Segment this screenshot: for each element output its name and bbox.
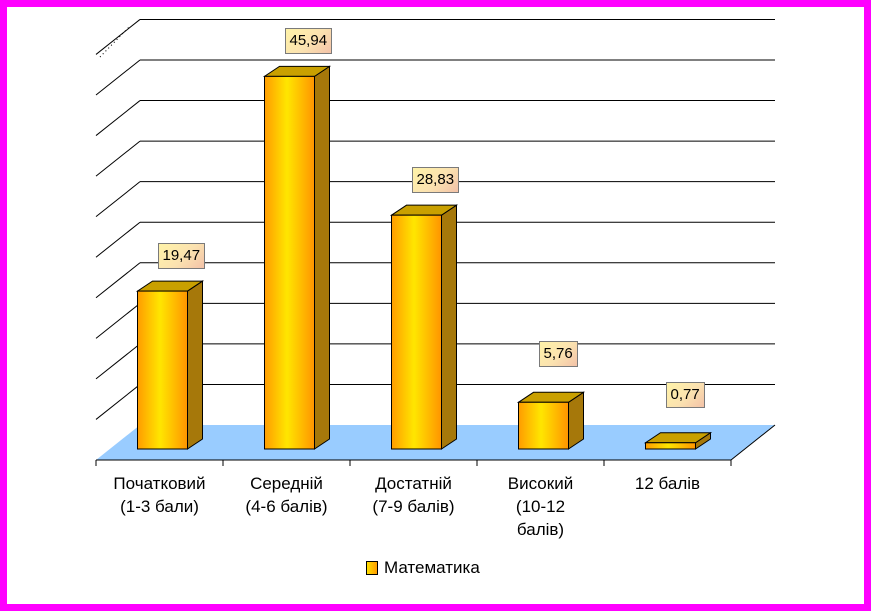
- side-gridline: [95, 181, 141, 218]
- bar: [135, 280, 205, 450]
- bar: [643, 431, 713, 450]
- x-tick-label: Високий (10-12 балів): [507, 474, 574, 539]
- legend: Математика: [366, 558, 480, 578]
- bar-front: [518, 401, 569, 450]
- data-label: 28,83: [411, 167, 460, 194]
- side-gridline: [95, 384, 141, 420]
- bar: [389, 204, 459, 450]
- legend-swatch: [366, 561, 378, 575]
- side-gridline: [95, 19, 141, 55]
- x-tick-label: Достатній (7-9 балів): [372, 474, 455, 516]
- data-label: 45,94: [284, 28, 333, 55]
- side-gridline: [95, 302, 141, 339]
- bar-front: [391, 214, 442, 450]
- x-tick-label: Початковий (1-3 бали): [113, 474, 206, 516]
- side-gridline: [95, 221, 141, 258]
- side-gridline: [95, 343, 141, 380]
- bar-front: [645, 442, 696, 450]
- floor-edge: [730, 424, 776, 461]
- x-tick-label: 12 балів: [634, 474, 701, 493]
- data-label: 19,47: [157, 243, 206, 270]
- bar-side: [441, 204, 457, 450]
- data-label: 5,76: [538, 341, 578, 368]
- bar-front: [137, 290, 188, 450]
- data-label: 0,77: [665, 381, 705, 408]
- bar-front: [264, 75, 315, 450]
- side-gridline: [95, 100, 141, 136]
- bar: [516, 391, 586, 450]
- bar: [262, 65, 332, 450]
- side-gridline: [95, 140, 141, 177]
- x-tick-label: Середній (4-6 балів): [245, 474, 328, 516]
- legend-label: Математика: [384, 558, 480, 577]
- bar-side: [314, 65, 330, 450]
- side-gridline: [95, 59, 141, 96]
- side-gridline: [95, 262, 141, 299]
- axes: [95, 424, 776, 466]
- bar-side: [187, 280, 203, 450]
- bars: [135, 65, 713, 450]
- side-gridline: [99, 25, 131, 58]
